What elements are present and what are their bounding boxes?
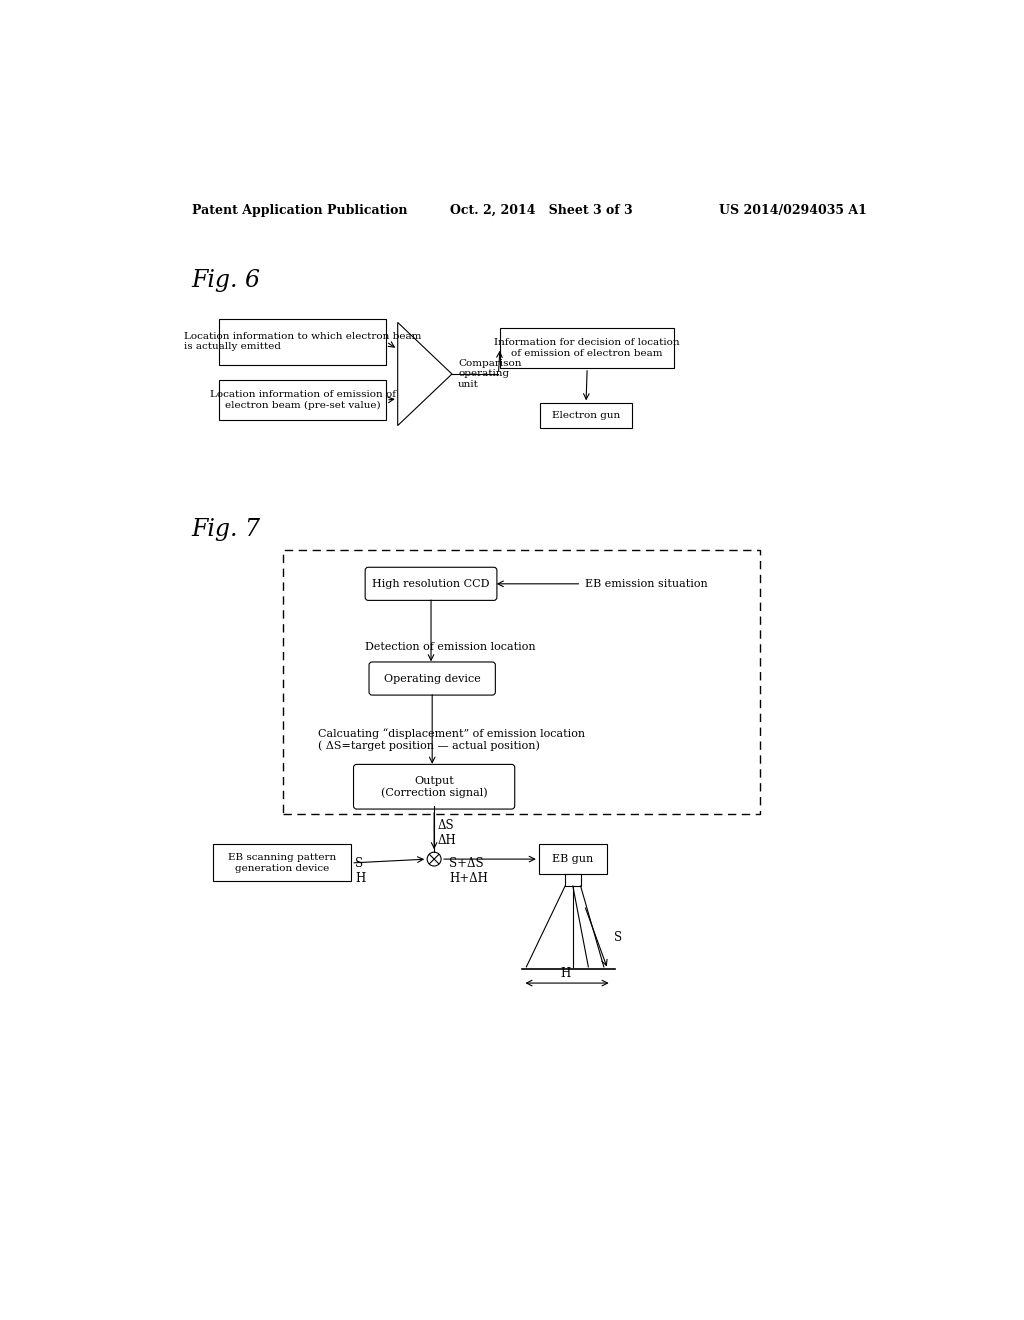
FancyBboxPatch shape bbox=[541, 404, 632, 428]
Text: High resolution CCD: High resolution CCD bbox=[373, 579, 489, 589]
FancyBboxPatch shape bbox=[213, 845, 351, 882]
Text: H: H bbox=[560, 968, 570, 981]
FancyBboxPatch shape bbox=[366, 568, 497, 601]
FancyBboxPatch shape bbox=[219, 318, 386, 364]
FancyBboxPatch shape bbox=[219, 380, 386, 420]
Text: Oct. 2, 2014   Sheet 3 of 3: Oct. 2, 2014 Sheet 3 of 3 bbox=[450, 205, 632, 218]
Text: Information for decision of location
of emission of electron beam: Information for decision of location of … bbox=[495, 338, 680, 358]
Text: Location information to which electron beam
is actually emitted: Location information to which electron b… bbox=[184, 331, 422, 351]
Text: S: S bbox=[614, 931, 622, 944]
Text: Fig. 7: Fig. 7 bbox=[191, 517, 260, 541]
Text: Calcuating “displacement” of emission location
( ΔS=target position — actual pos: Calcuating “displacement” of emission lo… bbox=[318, 729, 585, 751]
Text: ΔS
ΔH: ΔS ΔH bbox=[438, 818, 457, 847]
Text: S
H: S H bbox=[355, 857, 366, 884]
Text: EB gun: EB gun bbox=[552, 854, 594, 865]
Text: Operating device: Operating device bbox=[384, 673, 480, 684]
Text: Electron gun: Electron gun bbox=[552, 411, 621, 420]
Text: Patent Application Publication: Patent Application Publication bbox=[191, 205, 408, 218]
Text: EB scanning pattern
generation device: EB scanning pattern generation device bbox=[228, 853, 336, 873]
FancyBboxPatch shape bbox=[539, 845, 607, 874]
FancyBboxPatch shape bbox=[353, 764, 515, 809]
Text: Location information of emission of
electron beam (pre-set value): Location information of emission of elec… bbox=[210, 391, 395, 411]
FancyBboxPatch shape bbox=[500, 327, 675, 368]
Text: EB emission situation: EB emission situation bbox=[586, 579, 708, 589]
FancyBboxPatch shape bbox=[565, 874, 581, 886]
Text: Comparison
operating
unit: Comparison operating unit bbox=[458, 359, 521, 389]
FancyBboxPatch shape bbox=[369, 663, 496, 696]
Text: Detection of emission location: Detection of emission location bbox=[366, 642, 536, 652]
Text: US 2014/0294035 A1: US 2014/0294035 A1 bbox=[719, 205, 866, 218]
Text: Fig. 6: Fig. 6 bbox=[191, 268, 260, 292]
Text: Output
(Correction signal): Output (Correction signal) bbox=[381, 776, 487, 797]
Text: S+ΔS
H+ΔH: S+ΔS H+ΔH bbox=[449, 857, 487, 884]
